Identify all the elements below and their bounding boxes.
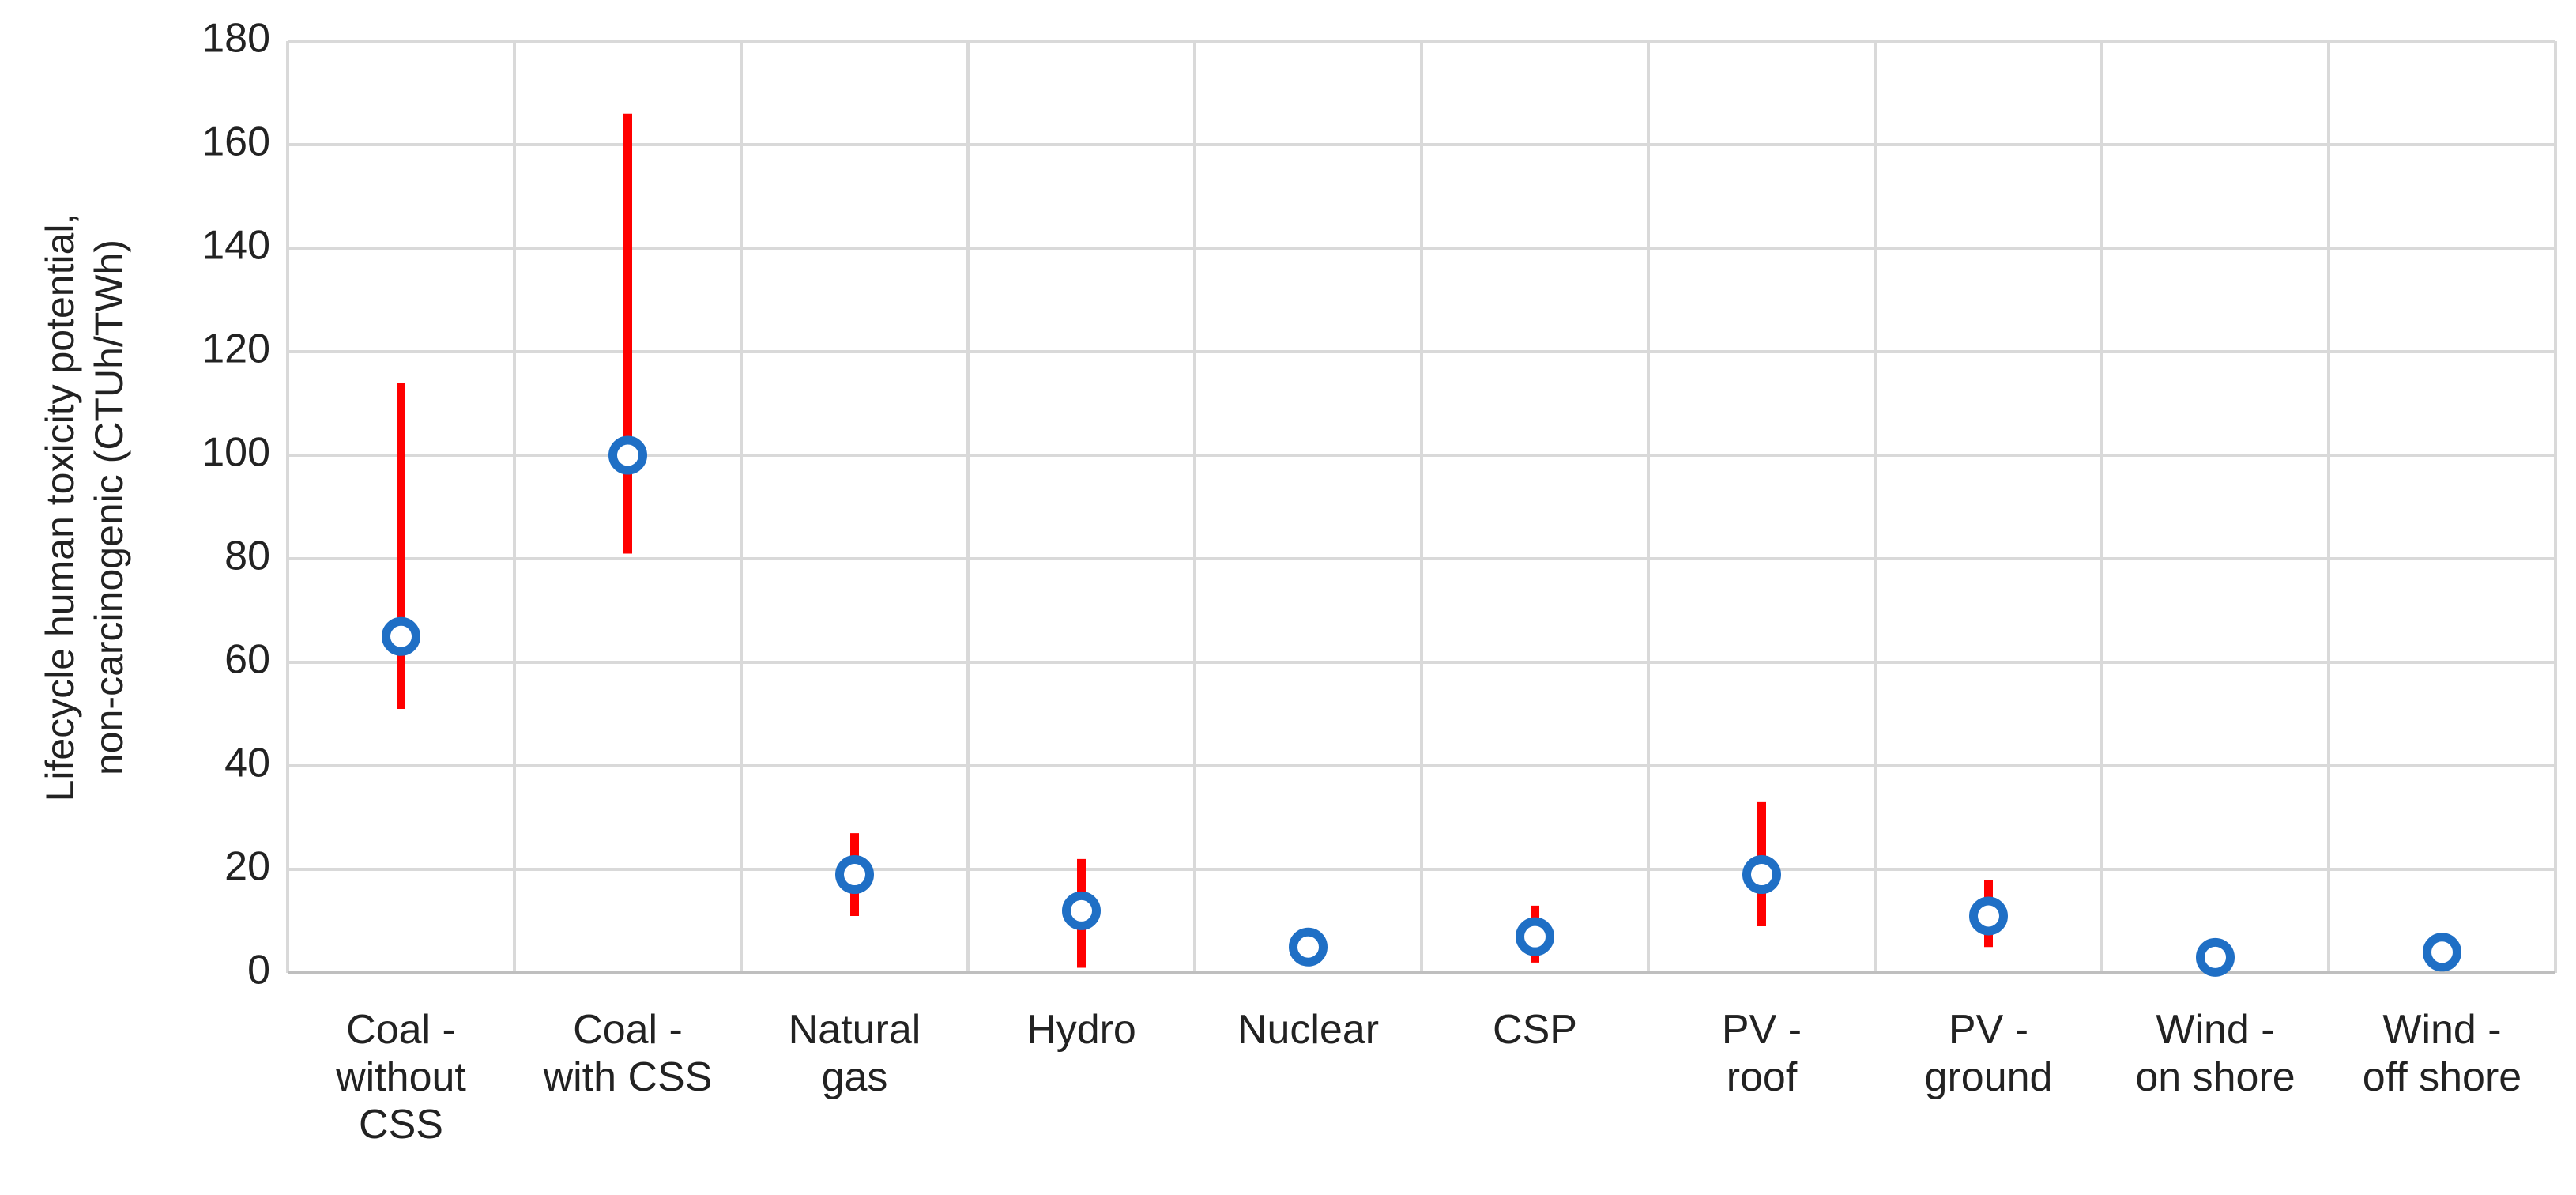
- y-tick-label: 60: [224, 637, 270, 683]
- x-tick-label: Wind - on shore: [2135, 1007, 2295, 1100]
- x-tick-label: Wind - off shore: [2362, 1007, 2522, 1100]
- x-tick-label: CSP: [1493, 1007, 1577, 1053]
- y-tick-label: 40: [224, 741, 270, 786]
- y-axis-title: Lifecycle human toxicity potential, non-…: [38, 213, 131, 801]
- x-tick-label: Hydro: [1026, 1007, 1136, 1053]
- x-tick-label: PV - roof: [1721, 1007, 1802, 1100]
- x-tick-label: Coal - without CSS: [336, 1007, 466, 1148]
- y-tick-label: 0: [247, 948, 270, 993]
- value-marker: [2196, 937, 2235, 977]
- y-tick-label: 140: [201, 223, 270, 269]
- y-tick-label: 20: [224, 844, 270, 890]
- y-tick-label: 80: [224, 533, 270, 579]
- value-marker: [1742, 855, 1781, 895]
- y-tick-label: 180: [201, 16, 270, 62]
- value-marker: [1516, 917, 1554, 956]
- y-tick-label: 160: [201, 119, 270, 165]
- value-marker: [1062, 891, 1101, 930]
- x-tick-label: PV - ground: [1924, 1007, 2053, 1100]
- value-marker: [382, 616, 420, 656]
- y-tick-label: 100: [201, 430, 270, 476]
- value-marker: [608, 435, 647, 475]
- x-tick-label: Natural gas: [788, 1007, 921, 1100]
- value-marker: [2423, 933, 2461, 972]
- x-tick-label: Nuclear: [1237, 1007, 1380, 1053]
- x-tick-label: Coal - with CSS: [543, 1007, 713, 1100]
- value-marker: [835, 855, 874, 895]
- value-marker: [1289, 927, 1328, 967]
- value-marker: [1969, 896, 2008, 936]
- y-tick-label: 120: [201, 326, 270, 372]
